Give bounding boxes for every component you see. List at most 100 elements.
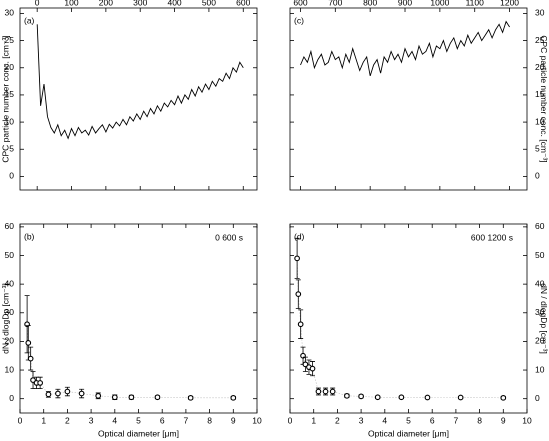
x-tick-label: 8 bbox=[207, 415, 212, 425]
y-tick-label: 10 bbox=[535, 116, 545, 126]
x-tick-label: 1000 bbox=[430, 0, 449, 7]
y-tick-label: 30 bbox=[5, 8, 15, 18]
x-tick-label: 200 bbox=[99, 0, 113, 7]
data-point bbox=[329, 388, 336, 395]
x-tick-label: 5 bbox=[136, 415, 141, 425]
x-tick-label: 700 bbox=[328, 0, 342, 7]
data-point bbox=[295, 291, 302, 298]
y-tick-label: 30 bbox=[535, 307, 545, 317]
x-tick-label: 6 bbox=[430, 415, 435, 425]
data-point bbox=[302, 361, 309, 368]
y-tick-label: 60 bbox=[5, 221, 15, 231]
data-point bbox=[457, 394, 464, 401]
y-tick-label: 30 bbox=[535, 8, 545, 18]
data-line bbox=[300, 20, 510, 77]
x-axis-label: Optical diameter [μm] bbox=[98, 428, 179, 438]
data-point bbox=[55, 390, 61, 397]
data-point bbox=[64, 388, 71, 395]
y-tick-label: 5 bbox=[535, 144, 540, 154]
y-tick-label: 0 bbox=[9, 171, 14, 181]
x-tick-label: 7 bbox=[454, 415, 459, 425]
annotation: 600 1200 s bbox=[471, 232, 513, 242]
data-point bbox=[95, 392, 102, 399]
y-tick-label: 40 bbox=[5, 278, 15, 288]
plot-frame bbox=[19, 223, 258, 414]
x-tick-label: 5 bbox=[406, 415, 411, 425]
annotation: 0 600 s bbox=[215, 232, 243, 242]
x-axis-label: Optical diameter [μm] bbox=[368, 428, 449, 438]
panel-label: (b) bbox=[24, 231, 35, 241]
y-tick-label: 50 bbox=[5, 250, 15, 260]
y-axis-label: CPC particle number conc. [cm⁻³] bbox=[539, 35, 549, 162]
data-point bbox=[111, 394, 118, 401]
y-tick-label: 40 bbox=[535, 278, 545, 288]
y-tick-label: 25 bbox=[535, 35, 545, 45]
x-tick-label: 2 bbox=[335, 415, 340, 425]
connector-line bbox=[26, 324, 234, 399]
y-tick-label: 20 bbox=[5, 62, 15, 72]
x-tick-label: 3 bbox=[359, 415, 364, 425]
x-tick-label: 10 bbox=[252, 415, 262, 425]
y-tick-label: 60 bbox=[535, 221, 545, 231]
y-tick-label: 20 bbox=[535, 336, 545, 346]
x-tick-label: 600 bbox=[236, 0, 250, 7]
data-point bbox=[309, 365, 316, 372]
y-tick-label: 20 bbox=[535, 62, 545, 72]
data-point bbox=[344, 392, 350, 399]
x-tick-label: 6 bbox=[160, 415, 165, 425]
y-tick-label: 15 bbox=[5, 89, 15, 99]
x-tick-label: 0 bbox=[35, 0, 40, 7]
x-tick-label: 100 bbox=[64, 0, 78, 7]
x-tick-label: 0 bbox=[18, 415, 23, 425]
data-point bbox=[45, 391, 52, 398]
x-tick-label: 4 bbox=[112, 415, 117, 425]
y-tick-label: 15 bbox=[535, 89, 545, 99]
panel-label: (d) bbox=[294, 231, 305, 241]
x-tick-label: 900 bbox=[398, 0, 412, 7]
plot-frame bbox=[289, 7, 528, 191]
y-tick-label: 50 bbox=[535, 250, 545, 260]
data-point bbox=[398, 394, 405, 401]
x-tick-label: 1 bbox=[41, 415, 46, 425]
data-point bbox=[30, 377, 36, 383]
x-tick-label: 1200 bbox=[500, 0, 519, 7]
x-tick-label: 9 bbox=[501, 415, 506, 425]
y-axis-label: CPC particle number conc. [cm⁻³] bbox=[0, 35, 10, 162]
y-tick-label: 20 bbox=[5, 336, 15, 346]
y-tick-label: 0 bbox=[535, 171, 540, 181]
data-point bbox=[230, 394, 237, 401]
y-tick-label: 30 bbox=[5, 307, 15, 317]
x-tick-label: 8 bbox=[477, 415, 482, 425]
x-tick-label: 2 bbox=[65, 415, 70, 425]
x-tick-label: 0 bbox=[288, 415, 293, 425]
y-tick-label: 0 bbox=[9, 393, 14, 403]
panel-label: (a) bbox=[24, 15, 35, 25]
data-point bbox=[27, 355, 34, 362]
x-tick-label: 3 bbox=[89, 415, 94, 425]
y-tick-label: 25 bbox=[5, 35, 15, 45]
y-axis-label: dN / dlogDp [cm⁻³] bbox=[0, 283, 10, 354]
y-axis-label: dN / dlogDp [cm⁻³] bbox=[539, 283, 549, 354]
data-point bbox=[78, 390, 85, 397]
data-point bbox=[128, 394, 135, 401]
data-point bbox=[37, 380, 43, 386]
x-tick-label: 800 bbox=[363, 0, 377, 7]
data-point bbox=[294, 255, 300, 262]
data-point bbox=[315, 388, 322, 395]
data-point bbox=[358, 393, 364, 400]
data-point bbox=[374, 394, 381, 401]
plot-frame bbox=[289, 223, 528, 414]
y-tick-label: 5 bbox=[9, 144, 14, 154]
x-tick-label: 400 bbox=[167, 0, 181, 7]
x-tick-label: 7 bbox=[184, 415, 189, 425]
data-point bbox=[322, 388, 329, 395]
data-line bbox=[36, 24, 244, 140]
x-tick-label: 500 bbox=[202, 0, 216, 7]
data-point bbox=[297, 321, 304, 328]
x-tick-label: 9 bbox=[231, 415, 236, 425]
y-tick-label: 10 bbox=[535, 364, 545, 374]
x-tick-label: 600 bbox=[293, 0, 307, 7]
data-point bbox=[500, 394, 507, 401]
x-tick-label: 10 bbox=[522, 415, 532, 425]
